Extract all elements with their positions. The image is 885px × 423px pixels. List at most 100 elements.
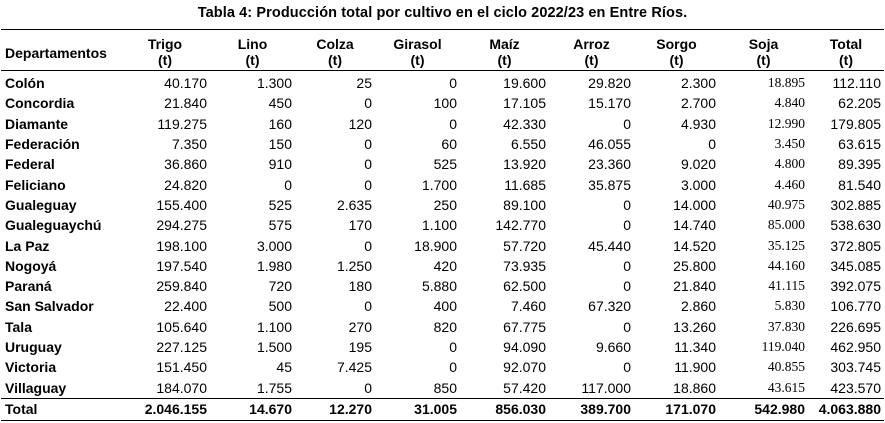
table-row: Federal 36.860 910 0 525 13.920 23.360 9.020 4.8… (1, 154, 884, 174)
cell-lino: 910 (268, 156, 292, 173)
header-lino: Lino (237, 36, 268, 52)
cell-maiz: 19.600 (503, 75, 546, 92)
cell-departamento: Uruguay (5, 339, 62, 355)
table-row: Colón 40.170 1.300 25 0 19.600 29.820 2.300 18.8… (1, 71, 884, 94)
cell-lino: 575 (268, 217, 292, 234)
header-soja: Soja (748, 36, 779, 52)
cell-maiz: 62.500 (503, 278, 546, 295)
cell-maiz: 57.420 (503, 379, 546, 396)
cell-sorgo: 2.860 (680, 298, 716, 315)
total-row: Total 2.046.155 14.670 12.270 31.005 856… (1, 398, 884, 421)
header-girasol: Girasol (393, 36, 442, 52)
cell-departamento: Federación (5, 136, 80, 153)
cell-colza: 270 (348, 318, 372, 335)
header-total: Total (829, 36, 863, 52)
table-row: Federación 7.350 150 0 60 6.550 46.055 0 3.450 63… (1, 134, 884, 154)
cell-arroz: 67.320 (588, 298, 631, 315)
cell-departamento: Feliciano (5, 176, 66, 193)
cell-arroz: 15.170 (588, 95, 631, 112)
header-unit: (t) (410, 52, 425, 68)
total-label: Total (5, 401, 38, 418)
cell-maiz: 7.460 (510, 298, 546, 315)
table-body: Colón 40.170 1.300 25 0 19.600 29.820 2.300 18.8… (1, 71, 884, 399)
header-unit: (t) (158, 52, 172, 68)
cell-lino: 1.300 (256, 75, 292, 92)
cell-girasol: 400 (433, 298, 457, 315)
cell-arroz: 46.055 (588, 136, 631, 153)
table-row: Victoria 151.450 45 7.425 0 92.070 0 11.900 40.8… (1, 357, 884, 377)
cell-arroz: 23.360 (588, 156, 631, 173)
cell-maiz: 57.720 (503, 237, 546, 254)
cell-colza: 0 (364, 176, 372, 193)
total-sorgo: 171.070 (665, 401, 716, 418)
header-sorgo: Sorgo (656, 36, 697, 52)
cell-sorgo: 25.800 (673, 257, 716, 274)
cell-total: 345.085 (830, 257, 881, 274)
cell-departamento: Colón (5, 75, 45, 92)
total-trigo: 2.046.155 (144, 401, 207, 418)
cell-colza: 120 (348, 115, 372, 132)
cell-soja: 4.800 (774, 156, 805, 172)
cell-total: 62.205 (838, 95, 881, 112)
header-unit: (t) (497, 52, 512, 68)
table-row: Villaguay 184.070 1.755 0 850 57.420 117.000 18… (1, 377, 884, 398)
table-row: Gualeguaychú 294.275 575 170 1.100 142.770 0 14… (1, 215, 884, 235)
cell-soja: 12.990 (767, 115, 805, 131)
cell-arroz: 0 (623, 318, 631, 335)
cell-trigo: 198.100 (156, 237, 207, 254)
cell-soja: 35.125 (767, 237, 805, 253)
cell-total: 423.570 (830, 379, 881, 396)
cell-soja: 44.160 (767, 257, 805, 273)
cell-departamento: La Paz (5, 237, 50, 254)
cell-arroz: 45.440 (588, 237, 631, 254)
cell-sorgo: 2.300 (680, 75, 716, 92)
cell-soja: 18.895 (767, 75, 805, 91)
table-row: Gualeguay 155.400 525 2.635 250 89.100 0 14.000… (1, 195, 884, 215)
cell-colza: 7.425 (336, 359, 372, 376)
production-table: Departamentos Trigo Lino Colza Girasol M… (1, 29, 884, 421)
cell-lino: 45 (276, 359, 292, 376)
cell-girasol: 0 (449, 115, 457, 132)
cell-lino: 150 (268, 136, 292, 153)
cell-departamento: Federal (5, 156, 55, 173)
cell-sorgo: 14.520 (673, 237, 716, 254)
table-footer: Total 2.046.155 14.670 12.270 31.005 856… (1, 398, 884, 421)
table-row: Uruguay 227.125 1.500 195 0 94.090 9.660 11.340… (1, 337, 884, 357)
cell-colza: 2.635 (336, 196, 372, 213)
cell-departamento: Victoria (5, 359, 57, 376)
table-row: Paraná 259.840 720 180 5.880 62.500 0 21.840 41.… (1, 276, 884, 296)
header-unit: (t) (839, 52, 853, 68)
header-unit: (t) (669, 52, 684, 68)
cell-colza: 0 (364, 298, 372, 315)
cell-total: 372.805 (830, 237, 881, 254)
cell-colza: 0 (364, 237, 372, 254)
cell-total: 81.540 (838, 176, 881, 193)
cell-soja: 41.115 (768, 278, 805, 294)
cell-soja: 4.840 (774, 95, 805, 111)
cell-maiz: 89.100 (503, 196, 546, 213)
cell-sorgo: 0 (708, 136, 716, 153)
cell-colza: 0 (364, 95, 372, 112)
cell-arroz: 0 (623, 196, 631, 213)
total-girasol: 31.005 (414, 401, 457, 418)
header-colza: Colza (316, 36, 354, 52)
total-soja: 542.980 (754, 401, 805, 418)
cell-departamento: Paraná (5, 278, 52, 295)
cell-maiz: 67.775 (503, 318, 546, 335)
cell-girasol: 0 (449, 75, 457, 92)
cell-maiz: 94.090 (503, 339, 546, 355)
cell-total: 226.695 (830, 318, 881, 335)
cell-total: 303.745 (830, 359, 881, 376)
cell-maiz: 17.105 (503, 95, 546, 112)
cell-trigo: 184.070 (156, 379, 207, 396)
cell-total: 63.615 (838, 136, 881, 153)
table-row: Diamante 119.275 160 120 0 42.330 0 4.930 12.990… (1, 114, 884, 134)
cell-trigo: 7.350 (171, 136, 207, 153)
cell-sorgo: 4.930 (680, 115, 716, 132)
cell-girasol: 525 (433, 156, 457, 173)
cell-girasol: 18.900 (414, 237, 457, 254)
cell-soja: 3.450 (774, 136, 805, 152)
cell-lino: 1.500 (256, 339, 292, 355)
cell-girasol: 1.700 (421, 176, 457, 193)
cell-soja: 40.975 (767, 196, 805, 212)
